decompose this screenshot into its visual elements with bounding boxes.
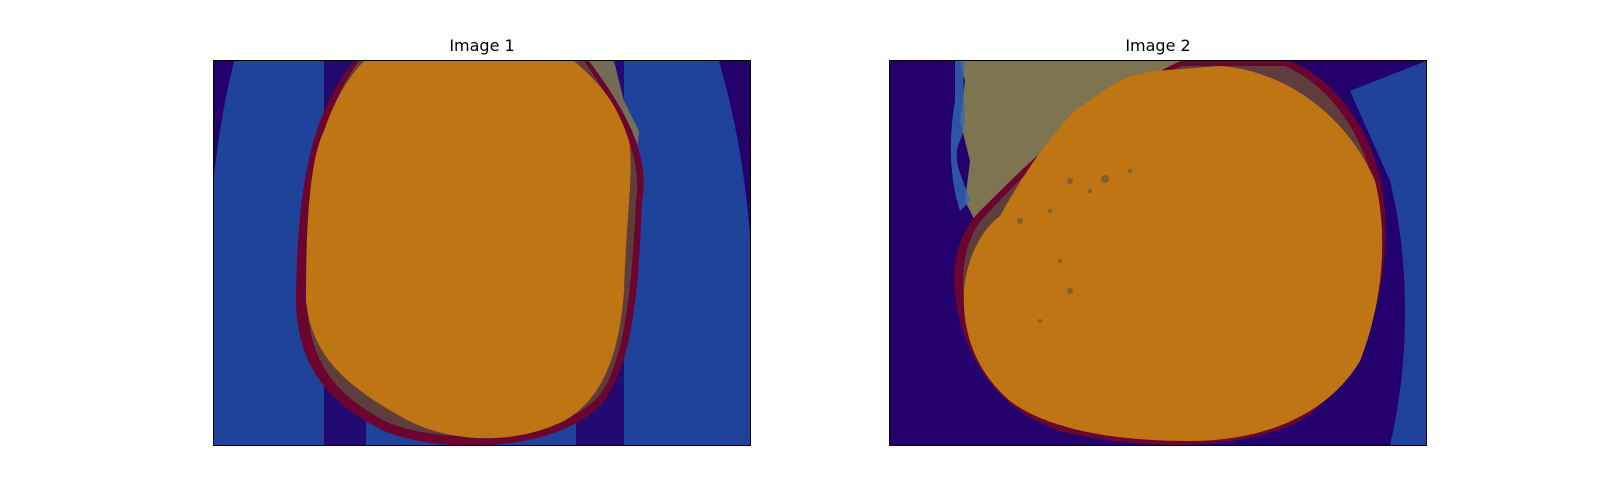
image-frame-2 [889, 60, 1427, 446]
panel-title-1: Image 1 [449, 36, 515, 55]
speckle-marks [1017, 169, 1132, 323]
segmentation-overlay-1 [214, 61, 750, 445]
prediction-mask [306, 61, 631, 439]
image-panel-1: Image 1 [213, 0, 751, 500]
tissue-left-edge [950, 61, 970, 211]
prediction-mask [963, 66, 1383, 441]
segmentation-overlay-2 [890, 61, 1426, 445]
image-panel-2: Image 2 [889, 0, 1427, 500]
tissue-right-region [1350, 61, 1426, 445]
image-frame-1 [213, 60, 751, 446]
panel-title-2: Image 2 [1125, 36, 1191, 55]
tissue-top-region [960, 61, 1190, 231]
